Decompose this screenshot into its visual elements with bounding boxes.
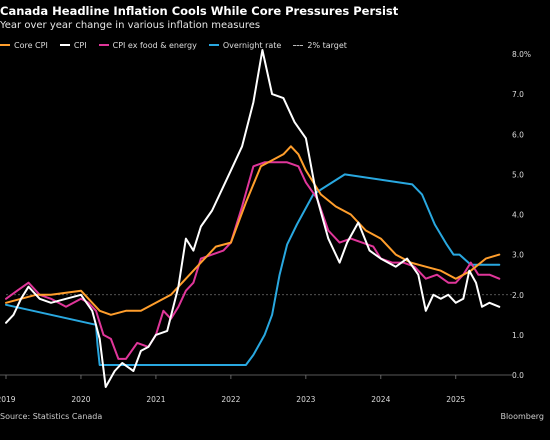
legend-swatch <box>208 44 219 46</box>
legend-label: 2% target <box>307 41 347 50</box>
legend-swatch <box>98 44 109 46</box>
x-tick-label: 2023 <box>296 395 315 404</box>
x-tick-label: 2022 <box>221 395 240 404</box>
y-tick-label: 7.0 <box>512 90 524 99</box>
y-tick-label: 3.0 <box>512 251 524 260</box>
series-layer <box>5 49 512 388</box>
legend-swatch <box>293 45 304 46</box>
legend-item: Core CPI <box>0 41 48 50</box>
series-line-cpi <box>5 49 501 388</box>
series-line-overnight-rate <box>5 173 501 366</box>
legend-item: Overnight rate <box>208 40 282 50</box>
legend-item: CPI ex food & energy <box>98 40 197 50</box>
brand-label: Bloomberg <box>500 412 544 421</box>
y-tick-label: 0.0 <box>512 371 524 380</box>
y-tick-label: 8.0% <box>512 50 531 59</box>
axis-layer <box>0 374 512 379</box>
x-tick-label: 2020 <box>71 395 90 404</box>
legend: Core CPI CPI CPI ex food & energy Overnight… <box>0 39 359 51</box>
legend-swatch <box>0 44 10 46</box>
chart-subtitle: Year over year change in various inflati… <box>0 20 261 31</box>
x-tick-label: 2019 <box>0 395 16 404</box>
legend-label: CPI <box>73 40 87 50</box>
y-tick-label: 5.0 <box>512 170 524 179</box>
legend-label: Core CPI <box>14 40 48 50</box>
y-tick-label: 2.0 <box>512 291 524 300</box>
chart-title: Canada Headline Inflation Cools While Co… <box>0 4 399 18</box>
x-tick-label: 2021 <box>146 395 165 404</box>
legend-swatch <box>59 44 70 46</box>
x-tick-label: 2025 <box>446 395 465 404</box>
y-tick-label: 1.0 <box>512 331 524 340</box>
x-tick-label: 2024 <box>371 395 390 404</box>
y-tick-label: 4.0 <box>512 211 524 220</box>
legend-item: CPI <box>59 40 87 50</box>
y-tick-label: 6.0 <box>512 130 524 139</box>
tick-labels: 8.0% 7.0 6.0 5.0 4.0 3.0 2.0 1.0 0.0 2019 2020 2021… <box>0 50 531 404</box>
series-line-cpi-ex-food-energy <box>5 161 501 360</box>
legend-label: CPI ex food & energy <box>112 40 197 50</box>
legend-item: 2% target <box>293 41 347 50</box>
legend-label: Overnight rate <box>222 40 282 50</box>
source-note: Source: Statistics Canada <box>0 412 103 421</box>
